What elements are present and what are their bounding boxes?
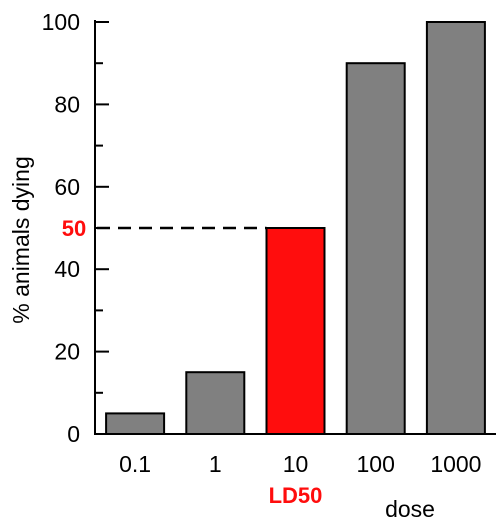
chart-annotations: 50 LD50 [62, 216, 323, 508]
x-tick-label: 10 [283, 451, 309, 477]
y-tick-label: 20 [54, 339, 80, 365]
highlight-label: LD50 [269, 483, 323, 508]
y-tick-label: 0 [67, 421, 80, 447]
x-tick-label: 100 [357, 451, 395, 477]
x-axis-label: dose [385, 496, 435, 522]
x-tick-label: 0.1 [119, 451, 151, 477]
bar-1 [185, 371, 246, 436]
bar-10 [265, 227, 326, 435]
bar-100 [345, 62, 406, 435]
bar-0.1 [105, 412, 166, 435]
bar-1000 [425, 21, 486, 435]
x-tick-label: 1 [209, 451, 222, 477]
y-axis-label: % animals dying [8, 156, 34, 323]
y-tick-label: 80 [54, 91, 80, 117]
y-tick-label: 100 [42, 9, 80, 35]
reference-value-label: 50 [62, 216, 86, 241]
y-tick-label: 60 [54, 174, 80, 200]
chart-bars [105, 21, 486, 436]
x-tick-label: 1000 [430, 451, 481, 477]
y-tick-label: 40 [54, 256, 80, 282]
chart-ticks: 0 20 40 60 80 100 0.1 1 10 100 1000 [42, 9, 482, 477]
